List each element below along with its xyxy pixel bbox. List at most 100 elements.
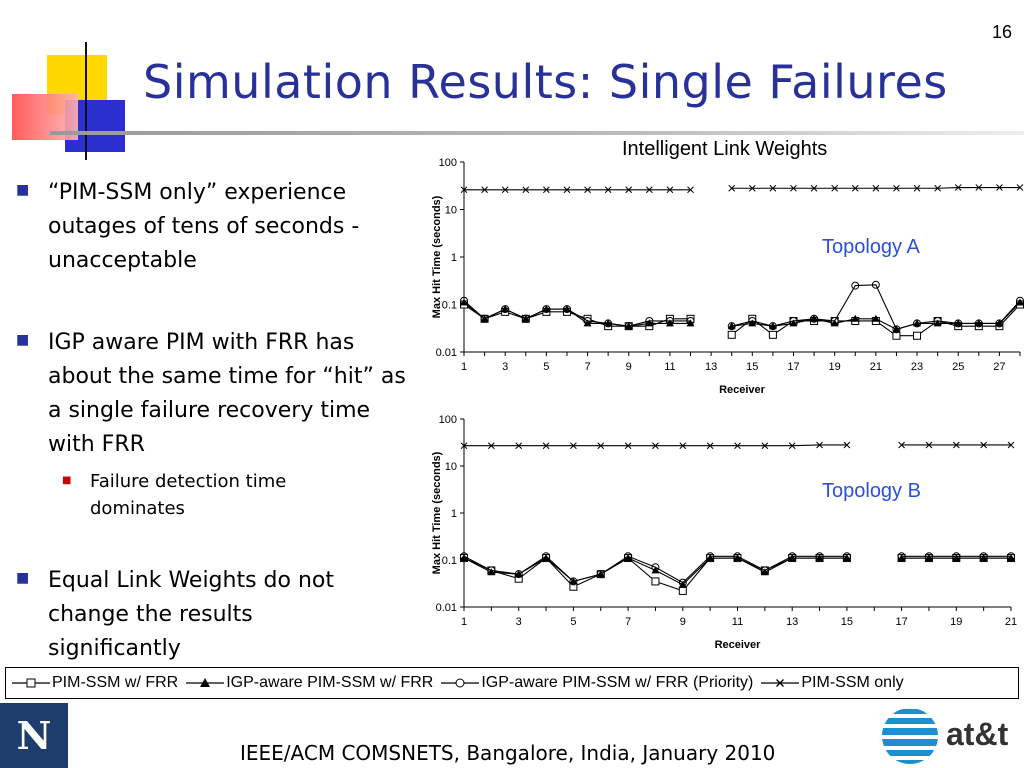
bullet-square-icon: ■ bbox=[16, 332, 30, 348]
data-point-x bbox=[597, 442, 605, 450]
data-point-circle bbox=[460, 296, 468, 305]
topology-b-label: Topology B bbox=[822, 480, 921, 502]
x-tick-label: 9 bbox=[626, 361, 632, 373]
x-tick-label: 17 bbox=[787, 361, 799, 373]
data-point-x bbox=[563, 186, 571, 194]
data-point-triangle bbox=[645, 319, 654, 327]
x-tick-label: 15 bbox=[746, 361, 758, 373]
data-point-x bbox=[515, 442, 523, 450]
data-point-triangle bbox=[665, 319, 674, 327]
legend-label: IGP-aware PIM-SSM w/ FRR (Priority) bbox=[481, 674, 754, 691]
data-point-x bbox=[980, 441, 988, 449]
y-tick-label: 10 bbox=[445, 461, 457, 473]
x-marker-icon bbox=[761, 679, 800, 687]
title-rule bbox=[50, 131, 1024, 135]
x-tick-label: 15 bbox=[841, 616, 853, 628]
data-point-circle bbox=[788, 552, 797, 561]
x-tick-label: 9 bbox=[680, 616, 686, 628]
data-point-x bbox=[831, 184, 839, 192]
data-point-circle bbox=[851, 281, 860, 290]
series-circle-open bbox=[460, 552, 1015, 587]
legend-item: PIM-SSM w/ FRR bbox=[10, 674, 178, 692]
data-point-triangle bbox=[686, 319, 695, 327]
x-tick-label: 25 bbox=[952, 361, 964, 373]
bullet-item: ■ Equal Link Weights do not change the r… bbox=[14, 564, 384, 666]
data-point-square bbox=[651, 577, 660, 586]
data-point-triangle bbox=[830, 319, 839, 327]
data-point-circle bbox=[733, 552, 742, 561]
data-point-x bbox=[769, 184, 777, 192]
data-point-circle bbox=[665, 316, 674, 325]
data-point-x bbox=[522, 186, 530, 194]
x-tick-label: 1 bbox=[461, 361, 467, 373]
data-point-circle bbox=[842, 552, 851, 561]
data-point-x bbox=[679, 442, 687, 450]
data-point-x bbox=[460, 442, 468, 450]
data-point-circle bbox=[727, 322, 736, 331]
legend-item: IGP-aware PIM-SSM w/ FRR bbox=[184, 674, 433, 692]
data-point-triangle bbox=[583, 319, 592, 327]
data-point-x bbox=[734, 442, 741, 450]
bullet-item: ■ “PIM-SSM only” experience outages of t… bbox=[14, 176, 419, 278]
x-axis-label: Receiver bbox=[719, 384, 766, 396]
series-circle-open bbox=[460, 280, 1024, 334]
x-tick-label: 7 bbox=[625, 616, 631, 628]
data-point-x bbox=[925, 441, 933, 449]
data-point-x bbox=[975, 184, 983, 191]
data-point-x bbox=[481, 186, 488, 194]
x-tick-label: 13 bbox=[786, 616, 798, 628]
data-point-square bbox=[678, 586, 687, 595]
bullet-text: Equal Link Weights do not change the res… bbox=[48, 568, 334, 661]
data-point-circle bbox=[892, 325, 901, 334]
legend-item: PIM-SSM only bbox=[759, 674, 904, 692]
data-point-circle bbox=[952, 552, 961, 561]
data-point-circle bbox=[748, 316, 757, 325]
data-point-x bbox=[687, 186, 694, 194]
data-point-triangle bbox=[851, 314, 860, 322]
legend-label: IGP-aware PIM-SSM w/ FRR bbox=[226, 674, 434, 691]
bullet-square-icon: ■ bbox=[16, 570, 30, 586]
data-point-square bbox=[768, 330, 777, 339]
data-point-x bbox=[893, 184, 900, 192]
bullet-item: ■ IGP aware PIM with FRR has about the s… bbox=[14, 326, 414, 462]
x-tick-label: 11 bbox=[664, 361, 675, 373]
sub-bullet-text: Failure detection time dominates bbox=[90, 471, 287, 519]
data-point-circle bbox=[542, 552, 551, 561]
data-point-circle bbox=[706, 552, 715, 561]
data-point-circle bbox=[596, 570, 605, 579]
bullet-square-icon: ■ bbox=[16, 182, 30, 198]
data-point-x bbox=[666, 186, 674, 194]
square-open-marker-icon bbox=[12, 678, 50, 688]
y-tick-label: 1 bbox=[451, 508, 457, 520]
series-x bbox=[460, 184, 1024, 194]
x-tick-label: 21 bbox=[1005, 616, 1017, 628]
data-point-circle bbox=[460, 552, 468, 561]
data-point-triangle bbox=[871, 314, 880, 322]
data-point-circle bbox=[651, 563, 660, 572]
x-tick-label: 21 bbox=[870, 361, 882, 373]
x-tick-label: 5 bbox=[543, 361, 549, 373]
y-tick-label: 0.1 bbox=[442, 300, 457, 312]
legend-item: IGP-aware PIM-SSM w/ FRR (Priority) bbox=[439, 674, 753, 692]
x-tick-label: 27 bbox=[993, 361, 1005, 373]
series-line bbox=[463, 300, 691, 327]
data-point-x bbox=[1016, 184, 1024, 191]
data-point-circle bbox=[924, 552, 933, 561]
chart-heading: Intelligent Link Weights bbox=[622, 138, 828, 160]
y-tick-label: 0.01 bbox=[436, 347, 457, 359]
x-tick-label: 7 bbox=[584, 361, 590, 373]
data-point-x bbox=[872, 184, 880, 192]
data-point-x bbox=[913, 184, 921, 192]
data-point-x bbox=[542, 442, 550, 450]
bullet-text: “PIM-SSM only” experience outages of ten… bbox=[48, 180, 360, 273]
data-point-x bbox=[761, 442, 769, 450]
x-tick-label: 17 bbox=[895, 616, 907, 628]
data-point-x bbox=[728, 184, 736, 192]
sub-bullet-square-icon: ■ bbox=[62, 475, 72, 486]
att-wordmark: at&t bbox=[946, 716, 1009, 752]
data-point-x bbox=[790, 184, 797, 192]
data-point-x bbox=[543, 186, 550, 194]
x-tick-label: 11 bbox=[732, 616, 743, 628]
